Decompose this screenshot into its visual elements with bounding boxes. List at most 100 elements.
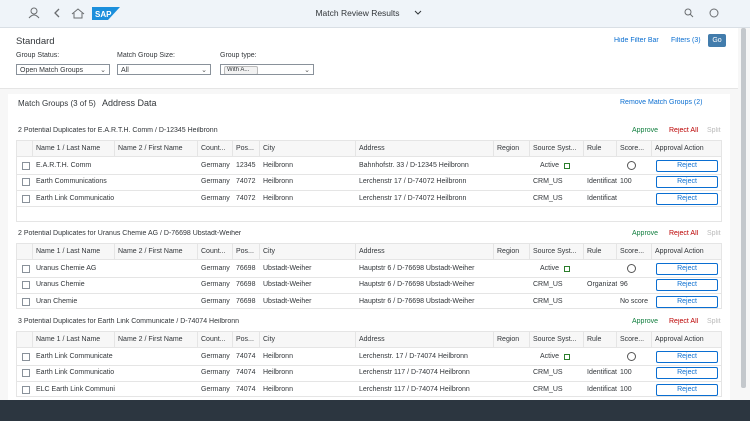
cell: Identificat <box>587 369 617 377</box>
column-header: City <box>260 141 356 157</box>
row-checkbox[interactable] <box>22 385 30 394</box>
field-value: Open Match Groups <box>20 67 84 74</box>
table: Name 1 / Last Name Name 2 / First Name Cou… <box>16 140 722 222</box>
reject-button[interactable]: Reject <box>656 160 718 172</box>
score-icon <box>627 161 636 170</box>
cell: 74072 <box>236 178 256 186</box>
hide-filter-bar[interactable]: Hide Filter Bar <box>614 37 659 44</box>
reject-all[interactable]: Reject All <box>669 127 699 134</box>
cell: Earth Link Communicatio <box>36 369 115 377</box>
view[interactable]: Address Data <box>102 98 157 108</box>
column-header <box>17 141 33 157</box>
cell: Identificat... <box>587 178 617 186</box>
dropdown-arrow: ⌄ <box>201 67 207 74</box>
reject-button[interactable]: Reject <box>656 295 718 308</box>
filters[interactable]: Filters (3) <box>671 37 701 44</box>
reject-button[interactable]: Reject <box>656 351 718 363</box>
cell: Germany <box>201 369 230 377</box>
status-icon <box>564 163 570 169</box>
split[interactable]: Split <box>707 230 721 237</box>
cell: Uranus Chemie AG <box>36 265 97 272</box>
cell: Uranus Chemie <box>36 281 85 289</box>
token[interactable]: With A... <box>224 66 259 74</box>
cell: Germany <box>201 297 230 305</box>
cell: Organizat <box>587 281 617 289</box>
cell: Earth Link Communicatio <box>36 194 115 202</box>
table: Name 1 / Last Name Name 2 / First Name Cou… <box>16 243 722 309</box>
group-title: 2 Potential Duplicates for E.A.R.T.H. Co… <box>18 127 218 134</box>
column-header: Rule <box>584 141 617 157</box>
row-checkbox[interactable] <box>22 178 30 187</box>
approve[interactable]: Approve <box>632 127 659 134</box>
cell: Lerchenstr 117 / D-74074 Heilbronn <box>359 369 470 377</box>
variant[interactable]: Standard <box>16 36 55 47</box>
cell: No score <box>620 297 649 305</box>
cell: Uran Chemie <box>36 297 78 305</box>
row-checkbox[interactable] <box>22 281 30 290</box>
row-checkbox[interactable] <box>22 369 30 378</box>
cell: 100 <box>620 178 632 186</box>
column-header: Region <box>494 332 530 348</box>
group-count: Match Groups (3 of 5) <box>18 99 96 108</box>
cell: 76698 <box>236 265 256 272</box>
reject-button[interactable]: Reject <box>656 263 718 275</box>
row-checkbox[interactable] <box>22 353 30 361</box>
reject-button[interactable]: Reject <box>656 367 718 380</box>
column-header <box>17 244 33 260</box>
cell: Heilbronn <box>263 385 293 393</box>
cell: Germany <box>201 385 230 393</box>
dropdown-arrow: ⌄ <box>304 67 310 74</box>
column-header: Count... <box>198 141 233 157</box>
row-checkbox[interactable] <box>22 297 30 306</box>
row-checkbox[interactable] <box>22 194 30 203</box>
field-value: All <box>121 67 129 74</box>
cell: Earth Communications <box>36 178 107 186</box>
cell: Lerchenstr. 17 / D-74074 Heilbronn <box>359 353 468 360</box>
row-checkbox[interactable] <box>22 162 30 170</box>
reject-all[interactable]: Reject All <box>669 318 699 325</box>
column-header: Pos... <box>233 332 260 348</box>
reject-button[interactable]: Reject <box>656 192 718 205</box>
column-header: Region <box>494 244 530 260</box>
shell-bar: SAP Match Review Results <box>0 0 750 28</box>
footer <box>0 400 750 421</box>
field-input[interactable]: With A... ⌄ <box>220 64 314 75</box>
column-header: Source Syst... <box>530 141 584 157</box>
go-button[interactable]: Go <box>708 34 726 47</box>
cell: Germany <box>201 178 230 186</box>
column-header: Name 2 / First Name <box>115 244 198 260</box>
table: Name 1 / Last Name Name 2 / First Name Cou… <box>16 331 722 397</box>
scrollbar[interactable] <box>741 28 746 388</box>
cell: Hauptstr 6 / D-76698 Ubstadt-Weiher <box>359 297 475 305</box>
cell: Active <box>540 265 560 272</box>
approve[interactable]: Approve <box>632 230 659 237</box>
cell: Hauptstr 6 / D-76698 Ubstadt-Weiher <box>359 265 475 272</box>
reject-button[interactable]: Reject <box>656 279 718 292</box>
split[interactable]: Split <box>707 318 721 325</box>
reject-button[interactable]: Reject <box>656 176 718 189</box>
field-input[interactable]: All ⌄ <box>117 64 211 75</box>
cell: Germany <box>201 353 230 360</box>
column-header: Name 1 / Last Name <box>33 141 115 157</box>
column-header: Name 1 / Last Name <box>33 244 115 260</box>
shell-icons: SAP <box>28 7 719 20</box>
reject-button[interactable]: Reject <box>656 383 718 396</box>
column-header: Name 1 / Last Name <box>33 332 115 348</box>
approve[interactable]: Approve <box>632 318 659 325</box>
field-input[interactable]: Open Match Groups ⌄ <box>16 64 110 75</box>
column-header: Address <box>356 244 494 260</box>
column-header <box>17 332 33 348</box>
cell: CRM_US <box>533 178 563 186</box>
row-checkbox[interactable] <box>22 265 30 273</box>
cell: Active <box>540 353 560 360</box>
split[interactable]: Split <box>707 127 721 134</box>
cell: ELC Earth Link Communi <box>36 385 115 393</box>
cell: CRM_US <box>533 281 563 289</box>
cell: 100 <box>620 385 632 393</box>
cell: 74074 <box>236 385 256 393</box>
reject-all[interactable]: Reject All <box>669 230 699 237</box>
row-separator <box>17 206 721 208</box>
remove-groups[interactable]: Remove Match Groups (2) <box>620 99 703 106</box>
row-separator <box>17 276 721 278</box>
